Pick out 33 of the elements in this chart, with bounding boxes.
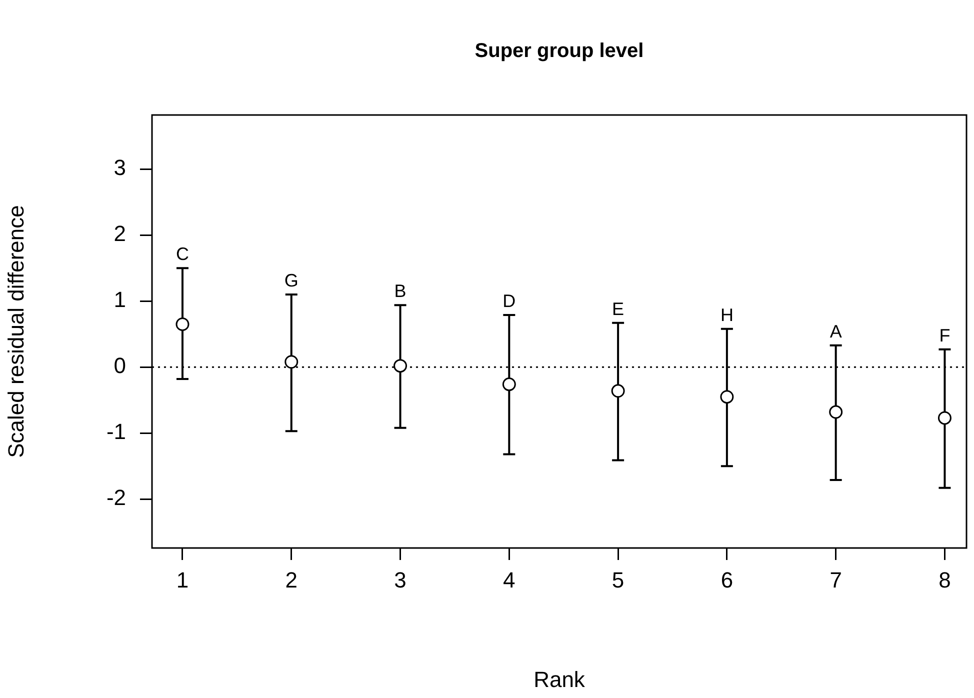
chart-title: Super group level [474, 40, 644, 62]
x-tick-label: 7 [830, 567, 842, 592]
y-tick-label: 1 [114, 287, 126, 312]
point [938, 411, 952, 425]
annotation: G [284, 270, 298, 291]
annotation: D [502, 291, 516, 311]
x-tick-label: 1 [176, 567, 189, 592]
annotation: C [176, 244, 189, 264]
y-tick-label: 3 [114, 155, 126, 180]
point [284, 355, 298, 369]
point [176, 317, 190, 331]
point [502, 378, 516, 392]
point [611, 384, 625, 398]
y-axis-title: Scaled residual difference [3, 205, 28, 458]
y-tick-label: -1 [106, 419, 126, 444]
annotation: B [394, 281, 406, 302]
x-tick-label: 2 [285, 567, 298, 592]
x-tick-label: 3 [394, 567, 406, 592]
point [394, 359, 408, 373]
y-tick-label: 0 [114, 353, 126, 378]
point [720, 390, 734, 404]
annotation: H [720, 304, 734, 325]
annotation: F [939, 325, 950, 346]
y-tick-label: -2 [106, 485, 126, 510]
x-tick-label: 4 [503, 567, 516, 592]
annotation: E [612, 298, 624, 319]
annotation: A [830, 321, 842, 342]
point [829, 405, 843, 419]
x-tick-label: 6 [720, 567, 734, 592]
x-tick-label: 8 [938, 567, 951, 592]
x-axis-title: Rank [534, 666, 586, 692]
y-tick-label: 2 [114, 221, 126, 246]
x-tick-label: 5 [612, 567, 624, 592]
